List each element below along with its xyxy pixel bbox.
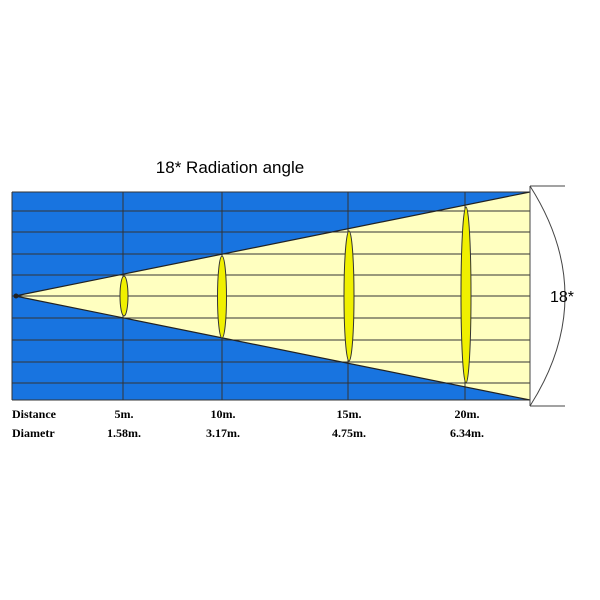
row-label: Distance [12, 407, 57, 421]
diameter-label: 1.58m. [107, 426, 141, 440]
diameter-label: 6.34m. [450, 426, 484, 440]
diameter-label: 4.75m. [332, 426, 366, 440]
diameter-label: 3.17m. [206, 426, 240, 440]
distance-label: 20m. [455, 407, 480, 421]
title: 18* Radiation angle [156, 158, 304, 177]
distance-label: 5m. [115, 407, 134, 421]
row-label: Diametr [12, 426, 55, 440]
angle-label: 18* [550, 289, 574, 306]
beam-field [11, 186, 531, 406]
distance-label: 10m. [211, 407, 236, 421]
angle-arc [529, 185, 566, 407]
distance-label: 15m. [337, 407, 362, 421]
